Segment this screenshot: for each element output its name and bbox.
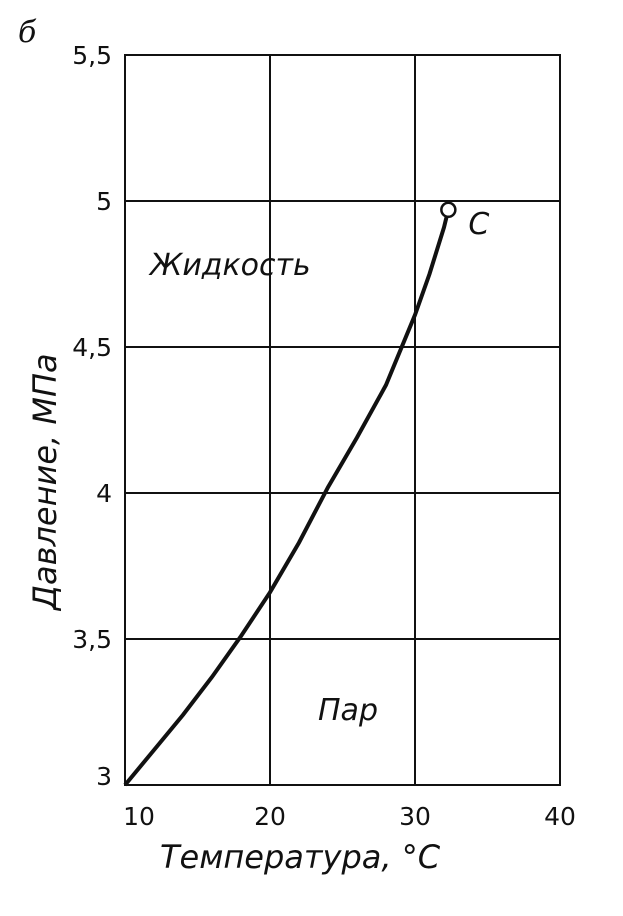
grid-lines [125,55,560,785]
vapor-region-label: Пар [318,693,378,728]
y-tick-label: 4,5 [72,333,112,362]
liquid-region-label: Жидкость [148,248,311,283]
critical-point-label: С [468,207,489,242]
x-tick-labels: 10 20 30 40 [123,802,576,831]
y-tick-label: 5,5 [72,41,112,70]
x-tick-label: 40 [544,802,576,831]
saturation-curve [123,209,451,787]
x-axis-title: Температура, °С [160,838,441,876]
y-tick-label: 5 [96,187,112,216]
panel-label: б [18,15,37,50]
x-tick-label: 30 [399,802,431,831]
x-tick-label: 10 [123,802,155,831]
x-tick-label: 20 [254,802,286,831]
y-tick-label: 3 [96,762,112,791]
y-axis-title: Давление, МПа [26,353,64,612]
y-tick-labels: 3 3,5 4 4,5 5 5,5 [72,41,112,791]
y-tick-label: 4 [96,479,112,508]
y-tick-label: 3,5 [72,625,112,654]
plot-frame [124,54,561,786]
critical-point-marker [440,201,457,219]
